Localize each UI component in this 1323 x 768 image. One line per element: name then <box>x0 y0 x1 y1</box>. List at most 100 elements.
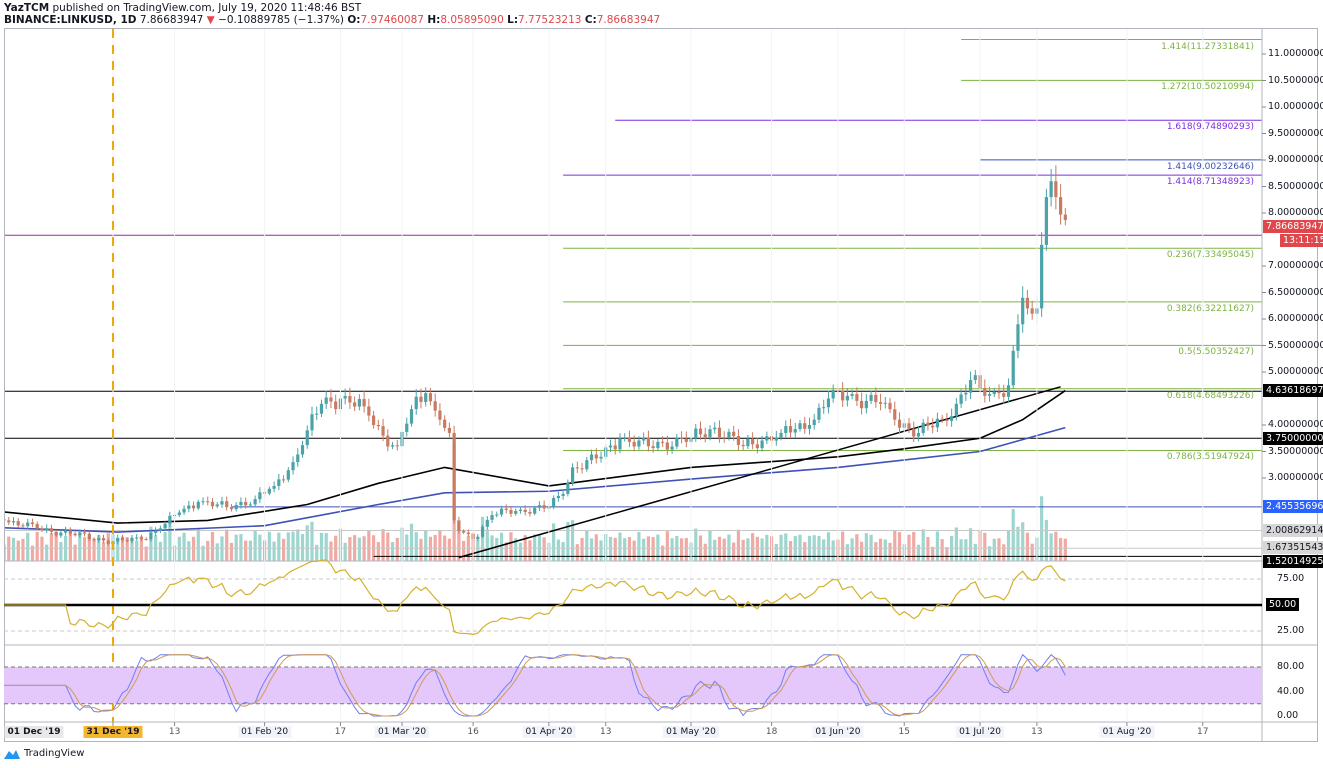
volume-bar <box>499 532 504 561</box>
volume-bar <box>632 540 636 561</box>
candle <box>968 371 973 400</box>
volume-bar <box>803 542 807 561</box>
candle-body <box>101 538 106 541</box>
candle <box>675 433 679 450</box>
candle <box>964 384 968 401</box>
candle-body <box>187 505 191 509</box>
triangle-down-icon: ▼ <box>206 14 215 26</box>
volume-bar <box>239 534 243 561</box>
candle <box>983 379 987 403</box>
candle-body <box>168 515 172 524</box>
volume-bar <box>570 520 575 561</box>
candle-body <box>35 524 39 529</box>
volume-bar <box>864 533 868 561</box>
candle <box>651 440 655 453</box>
volume-bar <box>386 532 390 561</box>
candle-body <box>120 537 125 540</box>
volume-bar <box>495 537 499 561</box>
volume-bar <box>651 537 655 561</box>
candle-body <box>229 507 234 510</box>
candle <box>533 505 537 516</box>
candle <box>73 531 77 537</box>
candle <box>353 396 357 412</box>
volume-bar <box>196 528 200 561</box>
symbol-name[interactable]: BINANCE:LINKUSD, 1D <box>4 14 137 26</box>
volume-bar <box>201 545 205 561</box>
volume-bar <box>1021 522 1025 561</box>
volume-bar <box>206 540 210 561</box>
volume-bar <box>860 541 864 561</box>
volume-bar <box>736 529 741 561</box>
candle <box>462 529 466 534</box>
candle <box>618 433 622 454</box>
candle-body <box>912 428 916 437</box>
candle-body <box>1021 297 1025 325</box>
candle-body <box>182 508 186 513</box>
candle <box>177 509 181 518</box>
candle <box>296 448 300 467</box>
volume-bar <box>841 531 845 561</box>
candle <box>860 392 864 415</box>
candle-body <box>618 438 622 450</box>
candle-body <box>144 538 148 540</box>
date-tick-label: 01 Apr '20 <box>522 726 576 738</box>
candle-body <box>16 521 20 526</box>
candle <box>362 391 366 413</box>
volume-bar <box>618 532 622 561</box>
volume-bar <box>973 543 977 561</box>
date-tick-label: 13 <box>600 727 612 737</box>
countdown-badge: 13:11:15 <box>1280 234 1323 247</box>
candle <box>499 505 504 517</box>
volume-bar <box>476 539 480 561</box>
candle <box>92 537 96 542</box>
candle <box>632 435 636 452</box>
candle-body <box>845 395 849 401</box>
candle <box>751 432 755 450</box>
volume-bar <box>1011 509 1015 561</box>
candle-body <box>480 526 485 537</box>
candle-body <box>343 396 347 399</box>
candle <box>476 534 480 542</box>
candle-body <box>935 418 940 428</box>
volume-bar <box>296 529 300 561</box>
author-name[interactable]: YazTCM <box>4 2 50 14</box>
volume-bar <box>348 537 352 561</box>
candle <box>348 387 352 409</box>
volume-bar <box>229 542 234 561</box>
candle-body <box>495 514 499 516</box>
candle-body <box>1054 181 1058 198</box>
candle-body <box>499 508 504 515</box>
candle <box>528 508 532 517</box>
volume-bar <box>665 531 669 561</box>
candle <box>698 421 703 440</box>
volume-bar <box>130 539 134 561</box>
candle-body <box>348 396 352 403</box>
volume-bar <box>16 540 20 561</box>
candle-body <box>893 409 897 420</box>
candle <box>912 421 916 442</box>
candle <box>741 439 745 451</box>
candle <box>281 475 286 483</box>
high-value: 8.05895090 <box>440 14 504 26</box>
candle-body <box>485 519 489 527</box>
volume-bar <box>267 531 271 561</box>
candle-body <box>684 438 688 442</box>
volume-bar <box>855 534 859 561</box>
stoch-tick-label: 0.00 <box>1277 710 1299 721</box>
candle <box>310 406 314 436</box>
candle-body <box>82 532 87 534</box>
volume-bar <box>722 538 726 561</box>
candle-body <box>210 501 215 507</box>
candle <box>864 394 868 414</box>
volume-bar <box>357 537 361 561</box>
last-price: 7.86683947 <box>139 14 204 26</box>
volume-bar <box>755 536 759 561</box>
price-level-badge: 1.52014925 <box>1263 555 1323 569</box>
candle-body <box>135 537 139 539</box>
candle-body <box>874 394 878 403</box>
stoch-tick-label: 40.00 <box>1277 685 1305 697</box>
candle-body <box>831 390 835 399</box>
candle-body <box>215 504 219 507</box>
candle <box>684 431 688 448</box>
